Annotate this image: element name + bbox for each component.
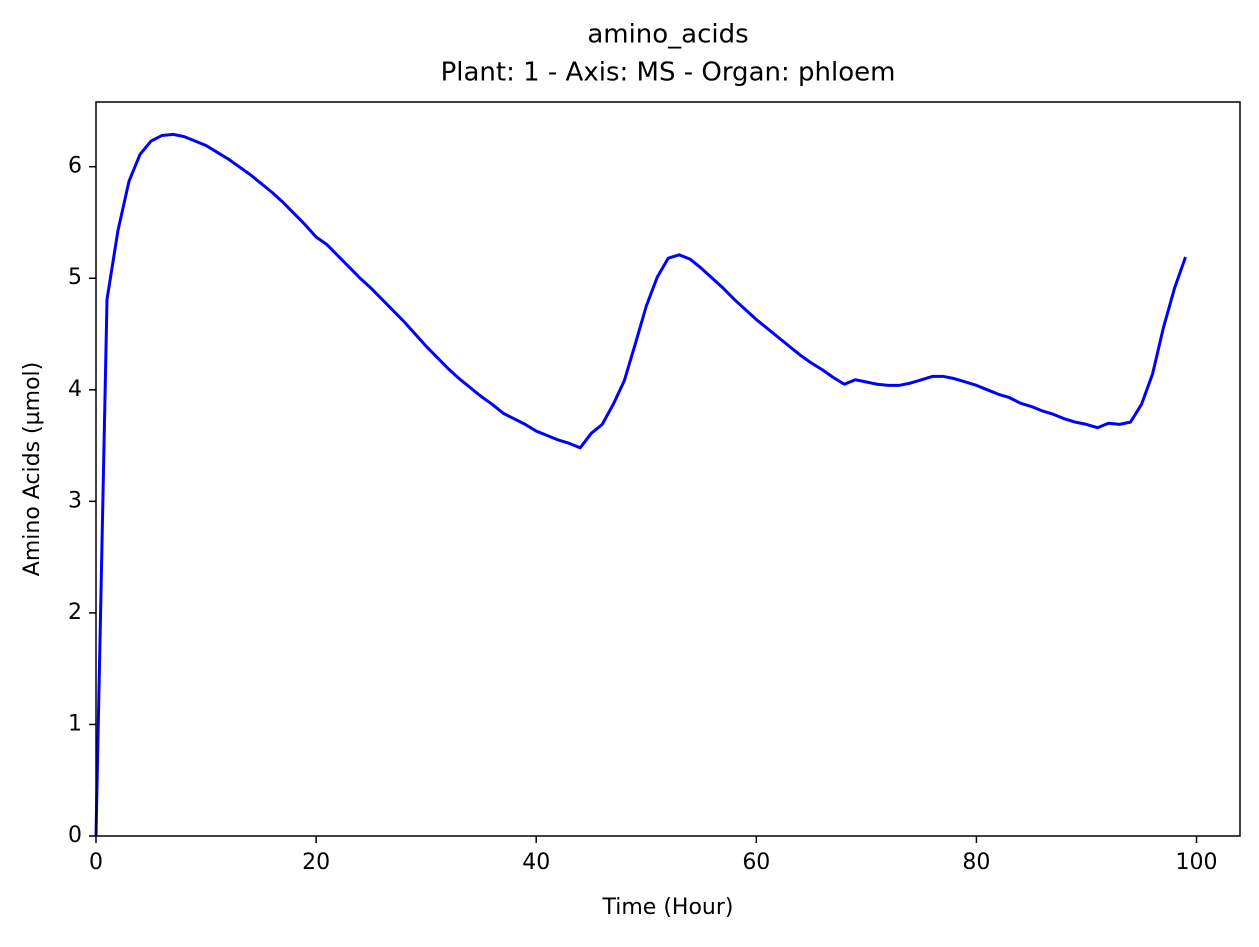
chart-subtitle: Plant: 1 - Axis: MS - Organ: phloem bbox=[441, 58, 896, 88]
x-tick-label: 0 bbox=[89, 850, 103, 875]
y-axis-label: Amino Acids (µmol) bbox=[20, 362, 45, 576]
x-tick-label: 80 bbox=[962, 850, 990, 875]
y-tick-label: 3 bbox=[68, 488, 82, 513]
x-tick-label: 60 bbox=[742, 850, 770, 875]
y-tick-label: 1 bbox=[68, 711, 82, 736]
chart-title: amino_acids bbox=[587, 20, 748, 50]
x-axis-label: Time (Hour) bbox=[602, 895, 734, 920]
line bbox=[94, 132, 1187, 837]
x-tick-label: 20 bbox=[302, 850, 330, 875]
plot-frame bbox=[95, 101, 1241, 837]
y-tick-label: 5 bbox=[68, 265, 82, 290]
y-tick-label: 2 bbox=[68, 600, 82, 625]
y-tick-label: 4 bbox=[68, 377, 82, 402]
y-tick-label: 0 bbox=[68, 823, 82, 848]
y-tick-label: 6 bbox=[68, 154, 82, 179]
x-tick-label: 100 bbox=[1176, 850, 1218, 875]
x-tick-label: 40 bbox=[522, 850, 550, 875]
